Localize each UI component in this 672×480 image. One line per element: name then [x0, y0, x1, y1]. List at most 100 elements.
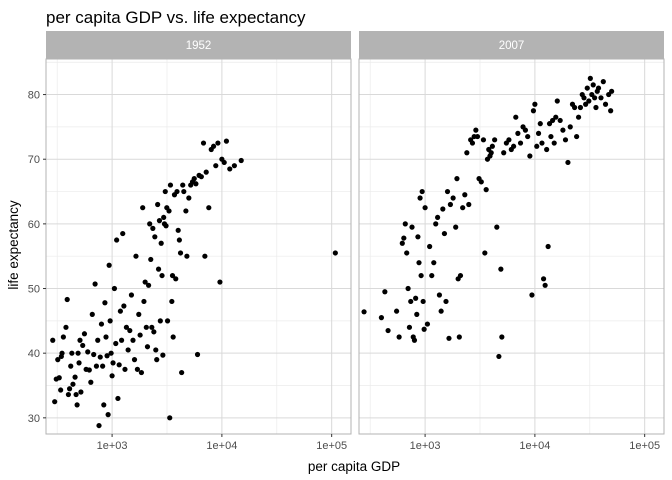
data-point — [162, 188, 168, 195]
data-point — [65, 391, 72, 398]
data-point — [85, 349, 91, 355]
data-point — [469, 140, 476, 146]
data-point — [148, 256, 154, 263]
data-point — [586, 98, 592, 104]
data-point — [144, 344, 151, 350]
data-point — [181, 188, 187, 195]
data-point — [210, 143, 217, 149]
data-point — [93, 363, 100, 369]
data-point — [166, 208, 172, 214]
data-point — [96, 422, 102, 429]
data-point — [592, 95, 598, 101]
data-point — [223, 138, 230, 144]
data-point — [133, 253, 139, 259]
data-point — [213, 163, 219, 169]
data-point — [436, 292, 443, 298]
data-point — [557, 117, 563, 124]
data-point — [106, 262, 112, 268]
data-point — [131, 357, 138, 363]
data-point — [141, 298, 147, 305]
data-point — [184, 253, 190, 259]
data-point — [396, 334, 402, 340]
data-point — [417, 195, 423, 201]
data-point — [110, 360, 116, 366]
data-point — [474, 133, 481, 140]
data-point — [529, 292, 535, 298]
data-point — [416, 260, 422, 266]
data-point — [128, 292, 135, 298]
data-point — [147, 221, 153, 227]
data-point — [440, 206, 446, 212]
data-point — [107, 318, 113, 324]
x-tick-label: 1e+03 — [97, 440, 128, 452]
data-point — [114, 237, 120, 243]
data-point — [136, 311, 142, 317]
data-point — [142, 279, 148, 285]
data-point — [68, 363, 74, 369]
facet-panels: 1952 1e+03 1e+04 1e+05 30 40 50 60 70 80 2007 1e+03… — [28, 31, 665, 452]
data-point — [100, 363, 106, 369]
data-point — [66, 386, 73, 392]
data-point — [444, 188, 451, 195]
data-point — [553, 114, 559, 120]
data-point — [435, 214, 441, 221]
data-point — [411, 337, 418, 343]
data-point — [206, 205, 212, 211]
data-point — [496, 353, 502, 360]
data-point — [402, 221, 408, 227]
data-point — [378, 315, 385, 321]
data-point — [151, 329, 157, 335]
data-point — [466, 201, 472, 208]
data-point — [64, 296, 70, 303]
data-point — [542, 282, 548, 288]
data-point — [453, 224, 459, 230]
data-point — [164, 318, 171, 324]
data-point — [113, 340, 119, 347]
data-point — [154, 357, 160, 363]
data-point — [134, 366, 140, 372]
data-point — [122, 366, 128, 372]
data-point — [169, 272, 176, 279]
data-point — [525, 133, 531, 140]
data-point — [590, 82, 596, 88]
data-point — [473, 127, 479, 133]
data-point — [419, 188, 425, 195]
x-axis-title: per capita GDP — [308, 459, 400, 474]
data-point — [217, 279, 223, 285]
data-point — [167, 182, 174, 188]
data-point — [125, 347, 131, 353]
data-point — [546, 121, 553, 127]
chart-title: per capita GDP vs. life expectancy — [46, 8, 306, 27]
data-point — [551, 140, 557, 146]
y-tick-label: 60 — [28, 219, 40, 231]
data-point — [413, 295, 419, 301]
data-point — [598, 95, 604, 101]
data-point — [517, 140, 524, 146]
data-point — [157, 318, 163, 324]
y-tick-label: 70 — [28, 154, 40, 166]
data-point — [173, 276, 179, 282]
data-point — [427, 243, 433, 250]
data-point — [565, 159, 571, 166]
data-point — [600, 79, 606, 85]
data-point — [156, 218, 163, 224]
y-tick-label: 40 — [28, 348, 40, 360]
data-point — [143, 324, 149, 330]
data-point — [98, 321, 105, 327]
data-point — [446, 335, 452, 341]
data-point — [88, 379, 94, 385]
data-point — [227, 166, 233, 172]
data-point — [167, 415, 173, 421]
data-point — [102, 300, 108, 306]
data-point — [574, 133, 580, 140]
y-tick-label: 30 — [28, 413, 40, 425]
data-point — [69, 350, 75, 356]
data-point — [101, 402, 107, 408]
data-point — [116, 362, 122, 368]
data-point — [152, 234, 158, 240]
data-point — [86, 367, 92, 373]
x-tick-label: 1e+05 — [629, 440, 660, 452]
data-point — [443, 298, 449, 305]
data-point — [150, 225, 156, 231]
